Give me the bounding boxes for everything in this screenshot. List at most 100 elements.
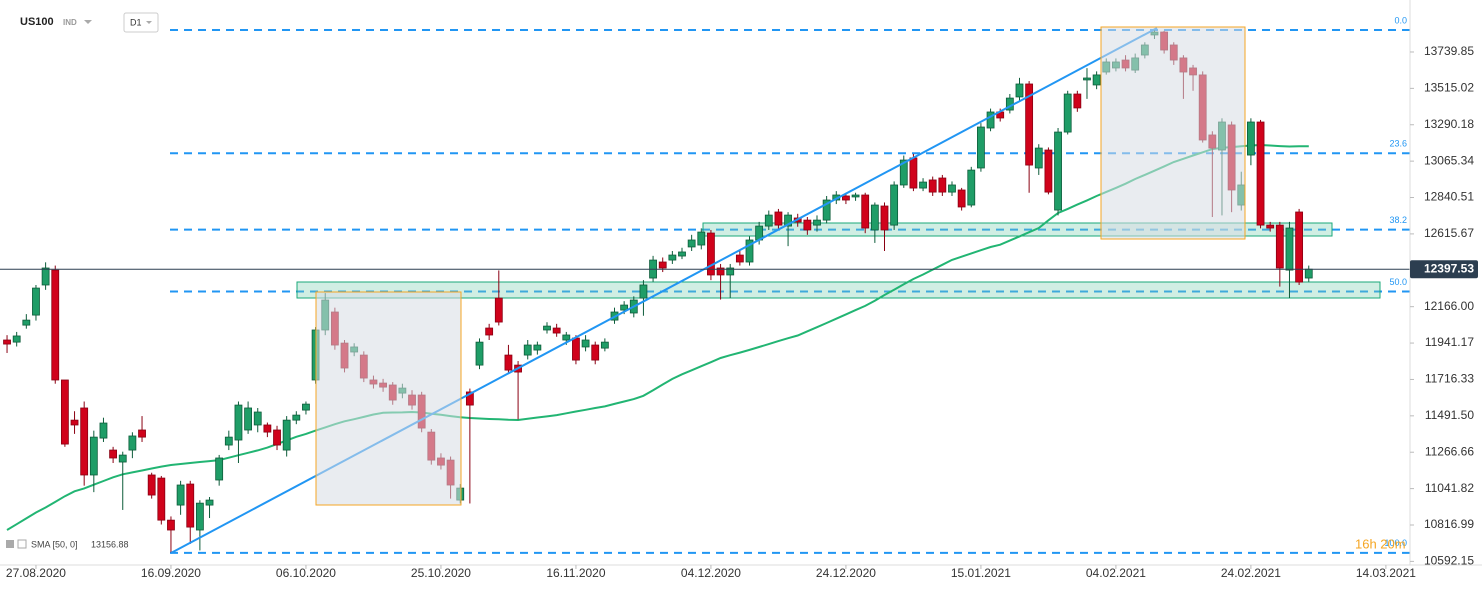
- candle-body: [581, 339, 590, 348]
- symbol: US100: [20, 16, 54, 28]
- candle-body: [22, 319, 31, 326]
- candle-body: [977, 126, 985, 169]
- candle-body: [591, 344, 600, 361]
- candle-body: [465, 391, 474, 406]
- sma: [6, 143, 1309, 531]
- candle-body: [485, 327, 494, 336]
- candle-body: [523, 344, 532, 356]
- candle-body: [195, 502, 204, 531]
- candle-body: [899, 159, 908, 186]
- candle-body: [1044, 149, 1053, 193]
- candle-body: [928, 179, 937, 193]
- countdown: 16h 20m: [1355, 536, 1406, 551]
- x-tick-label: 24.12.2020: [816, 566, 876, 580]
- candle-body: [842, 195, 850, 201]
- candle-body: [253, 411, 262, 426]
- y-tick-label: 11716.33: [1425, 372, 1474, 386]
- y-tick-label: 10816.99: [1424, 517, 1474, 531]
- candle-body: [475, 341, 484, 366]
- y-tick-label: 13515.02: [1424, 81, 1474, 95]
- candle-body: [880, 205, 889, 231]
- x-tick-label: 14.03.2021: [1356, 566, 1416, 580]
- candle-body: [1266, 224, 1275, 229]
- y-tick-label: 13065.34: [1424, 153, 1474, 167]
- candle-body: [494, 297, 503, 323]
- dropdown-icon[interactable]: [84, 20, 92, 24]
- candle-body: [861, 194, 870, 229]
- candle-body: [948, 184, 956, 193]
- candle-body: [41, 267, 50, 286]
- candle-body: [572, 337, 580, 361]
- candle-body: [707, 232, 715, 276]
- candle-body: [764, 214, 773, 227]
- candle-body: [735, 254, 744, 263]
- candle-body: [1275, 224, 1284, 269]
- candle-body: [533, 344, 542, 351]
- candle-body: [1092, 74, 1101, 86]
- candle-body: [138, 429, 146, 438]
- candle-body: [1073, 93, 1082, 109]
- candle-body: [967, 169, 976, 206]
- candle-body: [51, 269, 60, 381]
- candle-body: [986, 111, 995, 129]
- candle-body: [697, 231, 706, 246]
- candle-body: [716, 267, 725, 276]
- candle-body: [176, 484, 185, 506]
- candle-body: [620, 304, 629, 311]
- legend-value: 13156.88: [91, 539, 129, 549]
- candle-body: [919, 181, 927, 189]
- y-tick-label: 13290.18: [1424, 117, 1474, 131]
- range-box: [315, 291, 462, 506]
- x-tick-label: 04.12.2020: [681, 566, 741, 580]
- candle-body: [909, 157, 918, 189]
- candle-body: [147, 474, 156, 496]
- legend-icon[interactable]: [6, 540, 14, 548]
- candle-body: [60, 379, 69, 445]
- candle-body: [244, 407, 252, 431]
- x-tick-label: 16.09.2020: [141, 566, 201, 580]
- candle-body: [282, 419, 291, 451]
- y-tick-label: 11941.17: [1425, 335, 1474, 349]
- x-tick-label: 15.01.2021: [951, 566, 1011, 580]
- candle-body: [504, 354, 513, 371]
- market: IND: [63, 18, 77, 27]
- candle-body: [813, 219, 821, 226]
- fib-label: 23.6: [1389, 139, 1407, 149]
- candle-body: [12, 335, 21, 343]
- timeframe-box[interactable]: [123, 12, 159, 33]
- candle-body: [273, 429, 281, 446]
- candle-body: [302, 403, 310, 411]
- candle-body: [552, 327, 561, 334]
- range-box: [1100, 26, 1246, 240]
- candle-body: [32, 287, 40, 316]
- candle-body: [851, 194, 860, 198]
- candle-body: [118, 454, 127, 463]
- candle-body: [89, 436, 98, 476]
- candle-body: [784, 214, 792, 227]
- y-tick-label: 11041.82: [1425, 481, 1474, 495]
- candle-body: [543, 325, 551, 331]
- candle-body: [658, 261, 667, 269]
- candle-body: [957, 189, 966, 208]
- candle-body: [128, 435, 137, 451]
- fib-levels: 0.0 23.6 38.2 50.0 100.0: [170, 15, 1410, 554]
- candle-body: [1063, 93, 1072, 133]
- x-tick-label: 16.11.2020: [546, 566, 605, 580]
- candle-body: [1025, 83, 1034, 166]
- candle-body: [639, 284, 648, 299]
- legend-icon[interactable]: [17, 539, 27, 549]
- sma-line: [6, 143, 1309, 531]
- candle-body: [224, 436, 233, 446]
- candle-body: [803, 219, 812, 231]
- dropdown-icon[interactable]: [146, 21, 152, 24]
- candle-body: [774, 211, 783, 226]
- candle-body: [99, 422, 108, 439]
- x-tick-label: 06.10.2020: [276, 566, 336, 580]
- candle-body: [562, 334, 571, 341]
- candle-body: [186, 483, 195, 528]
- candle-body: [1256, 121, 1265, 226]
- candle-body: [263, 424, 272, 433]
- candle-body: [726, 267, 735, 276]
- timeframe[interactable]: D1: [130, 17, 142, 27]
